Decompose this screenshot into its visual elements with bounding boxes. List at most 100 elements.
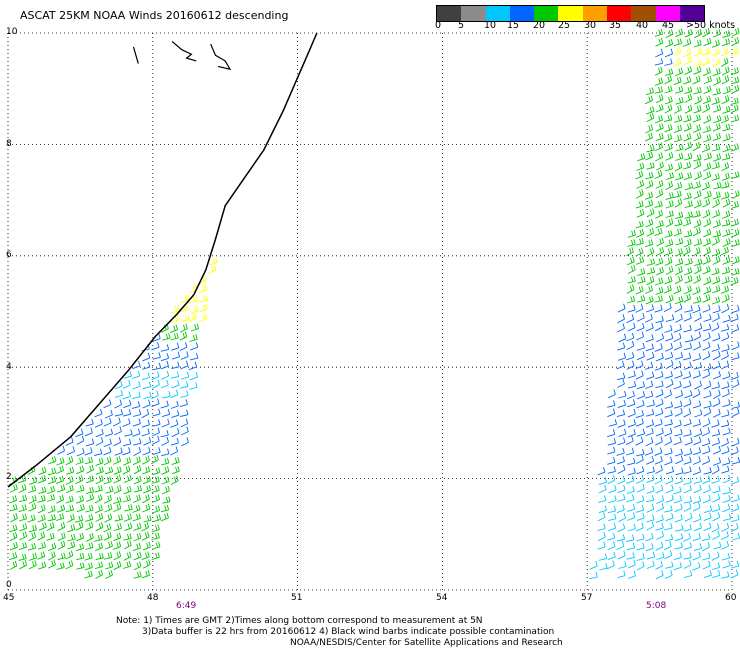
wind-barb bbox=[636, 533, 645, 542]
wind-barb bbox=[721, 266, 731, 275]
wind-barb bbox=[682, 161, 692, 170]
wind-barb bbox=[684, 152, 693, 161]
legend-label: >50 knots bbox=[686, 20, 736, 31]
wind-barb bbox=[673, 419, 682, 428]
wind-barb bbox=[607, 551, 616, 561]
legend-swatch bbox=[558, 6, 583, 21]
wind-barb bbox=[132, 456, 141, 466]
wind-barb bbox=[37, 495, 46, 503]
wind-barb bbox=[636, 312, 645, 322]
wind-barb bbox=[664, 427, 673, 437]
wind-barb bbox=[113, 551, 122, 561]
wind-barb bbox=[702, 198, 711, 208]
y-tick-2: 2 bbox=[6, 472, 12, 482]
wind-barb bbox=[720, 419, 730, 428]
wind-barb bbox=[702, 209, 711, 219]
wind-barb bbox=[673, 332, 682, 343]
wind-barb bbox=[693, 160, 702, 170]
wind-barb bbox=[721, 181, 730, 189]
wind-barb bbox=[656, 161, 664, 171]
wind-barb bbox=[712, 504, 721, 513]
wind-barb bbox=[607, 505, 617, 514]
wind-barb bbox=[711, 236, 720, 246]
wind-barb bbox=[664, 114, 673, 122]
wind-barb bbox=[702, 560, 711, 570]
wind-barb bbox=[37, 541, 47, 550]
wind-barb bbox=[589, 571, 598, 580]
wind-barb bbox=[607, 522, 617, 532]
wind-barb bbox=[65, 475, 74, 485]
wind-barb bbox=[627, 512, 636, 521]
wind-barb bbox=[664, 550, 673, 560]
wind-barb bbox=[113, 466, 122, 475]
wind-barb bbox=[626, 314, 635, 324]
wind-barb bbox=[617, 399, 626, 409]
wind-barb bbox=[665, 218, 674, 228]
wind-barb bbox=[655, 522, 664, 531]
wind-barb bbox=[160, 429, 169, 438]
wind-barb bbox=[57, 484, 66, 493]
wind-barb bbox=[683, 429, 692, 437]
wind-barb bbox=[104, 428, 114, 437]
wind-barb bbox=[674, 266, 683, 276]
wind-barb bbox=[702, 143, 711, 153]
wind-barb bbox=[626, 534, 635, 542]
wind-barb bbox=[113, 496, 122, 504]
wind-barb bbox=[19, 560, 28, 570]
wind-barb bbox=[731, 379, 740, 389]
wind-barb bbox=[57, 552, 66, 560]
wind-barb bbox=[694, 428, 703, 438]
wind-barb bbox=[665, 200, 674, 209]
wind-barb bbox=[655, 37, 664, 47]
wind-barb bbox=[684, 305, 693, 313]
wind-barb bbox=[37, 514, 46, 523]
wind-barb bbox=[607, 541, 616, 551]
wind-barb bbox=[626, 475, 635, 484]
wind-barb bbox=[122, 409, 132, 417]
wind-barb bbox=[683, 542, 692, 550]
wind-barb bbox=[712, 29, 721, 38]
wind-barb bbox=[75, 456, 84, 465]
wind-barb bbox=[713, 457, 722, 466]
wind-barb bbox=[141, 522, 150, 532]
wind-barb bbox=[179, 399, 188, 408]
wind-barb bbox=[94, 494, 103, 504]
wind-barb bbox=[95, 466, 104, 475]
wind-barb bbox=[46, 522, 55, 531]
wind-barb bbox=[731, 171, 740, 180]
wind-barb bbox=[636, 553, 645, 561]
wind-barb bbox=[627, 304, 636, 313]
wind-barb bbox=[143, 391, 152, 400]
wind-barb bbox=[721, 522, 730, 532]
wind-barb bbox=[618, 561, 627, 569]
east-swath-barbs bbox=[589, 27, 740, 580]
wind-barb bbox=[75, 521, 84, 531]
wind-barb bbox=[665, 210, 674, 218]
wind-barb bbox=[655, 209, 663, 219]
wind-barb bbox=[721, 381, 730, 390]
wind-barb bbox=[636, 179, 645, 189]
wind-barb bbox=[617, 550, 626, 560]
wind-barb bbox=[170, 371, 180, 379]
wind-barb bbox=[692, 353, 702, 362]
wind-barb bbox=[161, 418, 170, 428]
wind-barb bbox=[645, 285, 654, 295]
wind-barb bbox=[18, 513, 28, 522]
wind-barb bbox=[702, 57, 711, 66]
wind-barb bbox=[711, 296, 721, 305]
wind-barb bbox=[103, 446, 112, 456]
wind-barb bbox=[141, 408, 150, 419]
wind-barb bbox=[664, 96, 673, 105]
wind-barb bbox=[702, 351, 711, 361]
legend-swatch bbox=[461, 6, 486, 21]
wind-barb bbox=[38, 466, 47, 476]
wind-barb bbox=[597, 541, 606, 550]
wind-barb bbox=[711, 475, 720, 484]
wind-barb bbox=[675, 152, 684, 161]
wind-barb bbox=[721, 437, 729, 447]
wind-barb bbox=[637, 153, 646, 162]
wind-barb bbox=[151, 476, 160, 484]
wind-barb bbox=[713, 445, 721, 455]
wind-barb bbox=[86, 493, 95, 503]
wind-barb bbox=[692, 114, 701, 123]
